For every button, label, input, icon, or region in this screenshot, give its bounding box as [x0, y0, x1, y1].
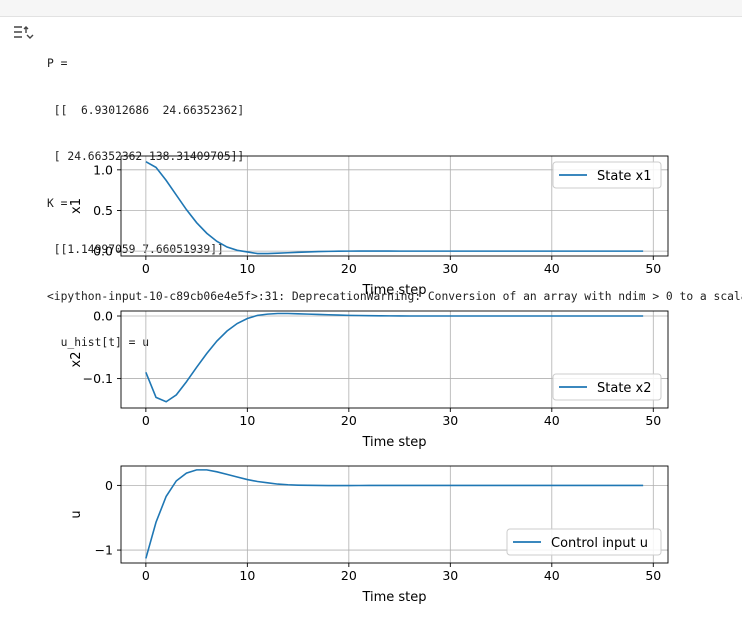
x-tick-label: 50: [645, 413, 661, 428]
x-tick-label: 20: [341, 568, 357, 583]
y-tick-label: −0.1: [83, 371, 113, 386]
subplot-1: 0 10 20 30 40 50 0.0 0.5 1.0 Time step x1 State x1: [69, 155, 669, 298]
cell-output-text: P = [[ 6.93012686 24.66352362] [ 24.6635…: [47, 25, 742, 366]
y-tick-label: 0.0: [93, 244, 113, 259]
output-gutter: [0, 17, 40, 625]
y-axis-label: x2: [69, 352, 84, 368]
axes-frame: [120, 155, 669, 257]
x-tick-label: 0: [142, 568, 150, 583]
legend-box: [552, 161, 662, 189]
x-tick-label: 0: [142, 413, 150, 428]
x-tick-label: 50: [645, 261, 661, 276]
x-tick-label: 20: [341, 261, 357, 276]
x-tick-label: 30: [442, 261, 458, 276]
x-tick-label: 40: [544, 413, 560, 428]
axes-frame: [120, 310, 669, 409]
y-axis-label: u: [69, 510, 84, 518]
x-tick-label: 10: [239, 413, 255, 428]
series-line: [145, 312, 644, 403]
y-axis-label: x1: [69, 198, 84, 214]
output-line: [[1.14997059 7.66051939]]: [47, 243, 224, 256]
axes-frame: [120, 465, 669, 564]
collapse-output-icon[interactable]: [12, 24, 34, 42]
legend-label: State x2: [597, 381, 652, 396]
x-tick-label: 20: [341, 413, 357, 428]
y-tick-label: −1: [95, 543, 113, 558]
legend-label: Control input u: [551, 536, 648, 551]
x-tick-label: 50: [645, 568, 661, 583]
subplot-3: 0 10 20 30 40 50 −1 0 Time step u Control input u: [69, 465, 669, 605]
legend: State x2: [552, 373, 662, 401]
output-line: K =: [47, 196, 68, 210]
notebook-toolbar-strip: [0, 0, 742, 17]
y-tick-label: 0.5: [93, 203, 113, 218]
subplot-2: 0 10 20 30 40 50 −0.1 0.0 Time step x2 State x2: [69, 309, 669, 450]
legend-label: State x1: [597, 169, 652, 184]
x-tick-label: 30: [442, 568, 458, 583]
warning-line: <ipython-input-10-c89cb06e4e5f>:31: Depr…: [47, 289, 742, 303]
y-tick-label: 0.0: [93, 309, 113, 324]
legend-box: [552, 373, 662, 401]
y-tick-label: 0: [105, 478, 113, 493]
x-tick-label: 10: [239, 261, 255, 276]
output-line: [[ 6.93012686 24.66352362]: [47, 103, 245, 117]
x-tick-label: 40: [544, 568, 560, 583]
y-tick-label: 1.0: [93, 162, 113, 177]
legend-box: [506, 528, 662, 556]
x-axis-label: Time step: [361, 435, 426, 450]
x-tick-label: 40: [544, 261, 560, 276]
series-line: [145, 160, 644, 255]
x-axis-label: Time step: [361, 283, 426, 298]
series-line: [145, 469, 644, 559]
output-line: [ 24.66352362 138.31409705]]: [47, 150, 245, 163]
x-tick-label: 30: [442, 413, 458, 428]
x-tick-label: 10: [239, 568, 255, 583]
legend: Control input u: [506, 528, 662, 556]
x-tick-label: 0: [142, 261, 150, 276]
output-line: P =: [47, 57, 68, 70]
legend: State x1: [552, 161, 662, 189]
x-axis-label: Time step: [361, 590, 426, 605]
